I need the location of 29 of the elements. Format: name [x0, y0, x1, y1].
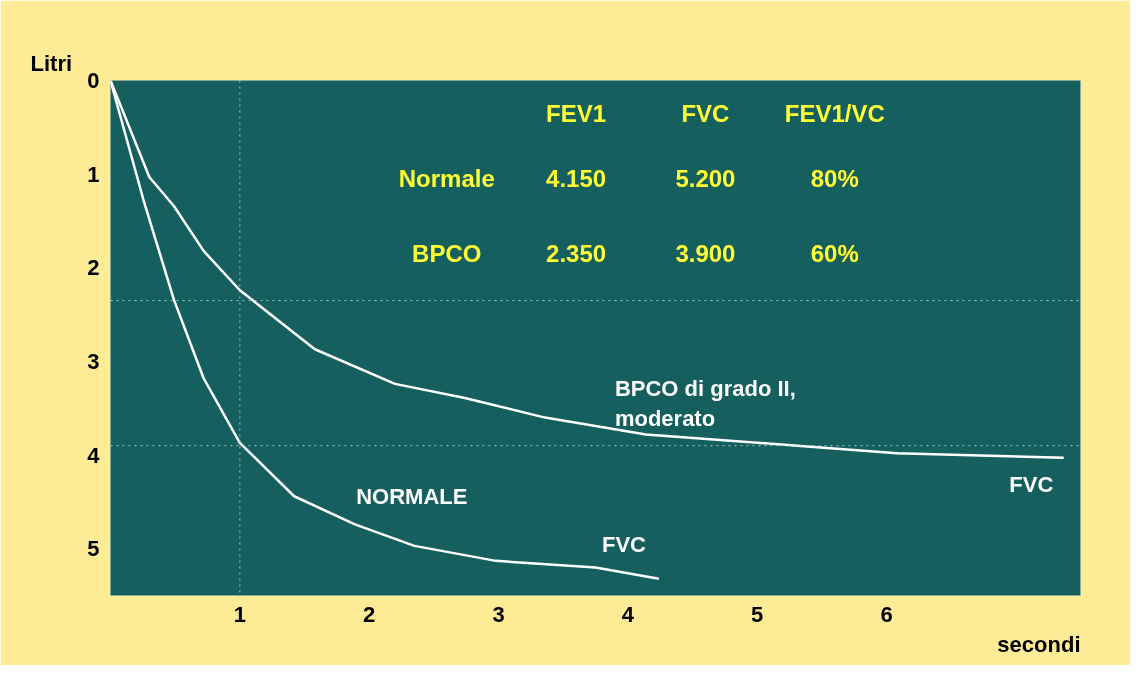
annotation: NORMALE: [356, 483, 468, 509]
annotation: FVC: [681, 99, 730, 127]
annotation: 4.150: [546, 165, 607, 193]
annotation: FVC: [1009, 471, 1054, 497]
y-tick-label: 1: [87, 161, 100, 187]
annotation: Normale: [398, 165, 495, 193]
annotation: 2.350: [546, 240, 607, 268]
annotation: 5.200: [675, 165, 736, 193]
x-tick-label: 2: [363, 601, 376, 627]
annotation: 80%: [810, 165, 859, 193]
y-axis-title: Litri: [30, 50, 73, 76]
x-tick-label: 1: [233, 601, 246, 627]
annotation: 60%: [810, 240, 859, 268]
y-tick-label: 4: [87, 442, 101, 468]
annotation: FVC: [601, 531, 647, 557]
y-tick-label: 0: [87, 68, 100, 93]
x-tick-label: 3: [492, 601, 505, 627]
annotation: BPCO: [412, 240, 482, 268]
y-tick-label: 3: [87, 348, 100, 374]
x-tick-label: 6: [880, 601, 893, 627]
annotation: BPCO di grado II, moderato: [614, 376, 796, 432]
y-tick-label: 5: [87, 536, 100, 562]
x-tick-label: 4: [621, 601, 635, 627]
annotation: FEV1: [546, 99, 607, 127]
x-axis-title: secondi: [997, 631, 1081, 657]
annotation: 3.900: [675, 240, 736, 268]
annotation: FEV1/VC: [784, 99, 885, 127]
y-tick-label: 2: [87, 255, 100, 281]
x-tick-label: 5: [751, 601, 764, 627]
